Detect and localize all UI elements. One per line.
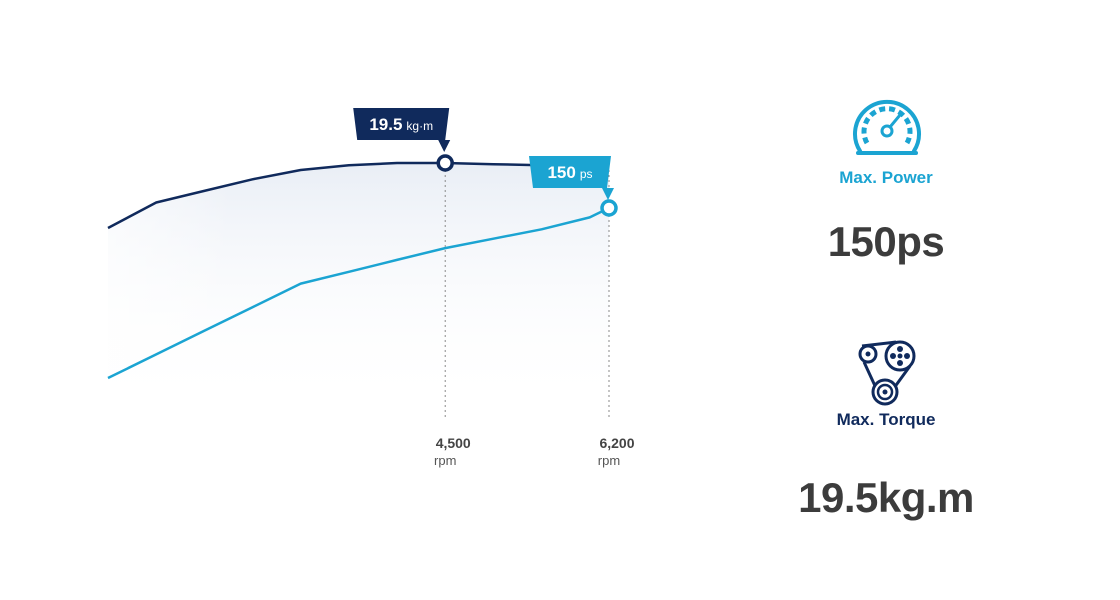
max-power-value: 150ps bbox=[827, 218, 945, 265]
callout-box bbox=[529, 156, 614, 200]
peak-callout-1: 150 ps bbox=[529, 156, 614, 200]
callout-unit: kg·m bbox=[406, 119, 433, 133]
engine-belt-icon bbox=[858, 340, 916, 406]
x-tick-label: 6,200 bbox=[599, 435, 634, 451]
callout-text: 150 ps bbox=[547, 163, 592, 182]
max-power-label: Max. Power bbox=[839, 168, 933, 187]
peak-callout-0: 19.5 kg·m bbox=[353, 108, 451, 152]
x-tick-label: 4,500 bbox=[436, 435, 471, 451]
callout-box bbox=[353, 108, 451, 152]
callout-text: 19.5 kg·m bbox=[369, 115, 433, 134]
max-torque-value: 19.5kg.m bbox=[798, 474, 974, 521]
callout-unit: ps bbox=[580, 167, 593, 181]
chart-area-fade bbox=[108, 163, 609, 410]
x-tick-unit: rpm bbox=[434, 453, 456, 468]
max-torque-label: Max. Torque bbox=[836, 410, 936, 429]
series-line-1 bbox=[107, 206, 610, 380]
callout-value: 150 bbox=[547, 163, 575, 182]
peak-marker-0 bbox=[436, 154, 454, 172]
speedometer-icon bbox=[853, 99, 921, 155]
callout-value: 19.5 bbox=[369, 115, 402, 134]
x-tick-unit: rpm bbox=[598, 453, 620, 468]
peak-marker-1 bbox=[600, 199, 618, 217]
